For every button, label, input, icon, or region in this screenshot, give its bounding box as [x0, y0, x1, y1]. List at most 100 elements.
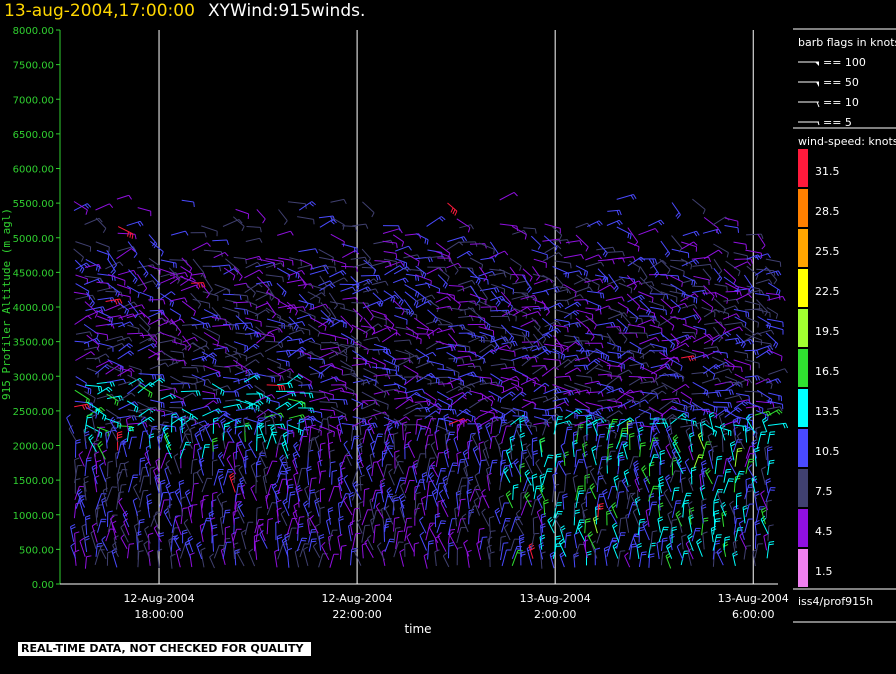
barb-feather	[535, 377, 540, 382]
barb-feather	[285, 453, 291, 458]
barb-feather	[126, 344, 132, 349]
barb-feather	[119, 298, 123, 304]
wind-barb	[266, 502, 273, 516]
barb-feather	[215, 390, 218, 396]
wind-barb	[618, 276, 635, 280]
wind-barb	[457, 350, 476, 353]
wind-barb	[244, 269, 260, 279]
barb-feather	[510, 337, 515, 343]
barb-feather	[331, 469, 338, 473]
barb-feather	[238, 465, 243, 470]
barb-feather	[237, 431, 243, 436]
barb-feather	[359, 317, 363, 323]
wind-barb	[501, 386, 516, 394]
barb-feather	[127, 351, 132, 356]
wind-barb	[442, 555, 450, 568]
barb-feather	[380, 301, 384, 307]
barb-feather	[141, 416, 146, 421]
barb-feather	[304, 502, 309, 507]
wind-barb	[158, 268, 175, 275]
barb-feather	[464, 410, 469, 414]
wind-barb	[329, 398, 347, 401]
barb-feather	[629, 417, 635, 422]
barb-feather	[709, 264, 713, 270]
barb-feather	[294, 444, 299, 449]
barb-feather	[269, 331, 275, 336]
wind-barb	[669, 342, 686, 353]
wind-barb	[712, 475, 719, 492]
barb-feather	[271, 394, 276, 399]
barb-feather	[618, 326, 622, 332]
barb-feather	[383, 523, 389, 527]
wind-barb	[661, 382, 678, 392]
barb-feather	[256, 433, 263, 436]
wind-barb	[637, 319, 652, 326]
barb-feather	[716, 548, 721, 553]
wind-barb	[213, 410, 227, 413]
wind-barb	[553, 285, 568, 289]
wind-barb	[607, 486, 613, 500]
barb-feather	[540, 523, 546, 526]
barb-feather	[87, 203, 92, 208]
wind-barb	[477, 284, 488, 299]
wind-barb	[563, 270, 580, 275]
barb-feather	[509, 335, 513, 341]
wind-barb	[338, 503, 341, 518]
barb-feather	[271, 413, 277, 418]
wind-barb	[298, 201, 313, 211]
barb-feather	[343, 496, 348, 501]
wind-barb	[541, 327, 558, 336]
barb-feather	[496, 302, 501, 307]
wind-barb	[691, 401, 706, 411]
barb-feather	[321, 292, 326, 297]
barb-feather	[244, 309, 246, 315]
wind-barb	[628, 357, 644, 366]
wind-barb	[168, 540, 173, 557]
barb-feather	[474, 484, 479, 489]
wind-barb	[606, 451, 612, 466]
barb-feather	[626, 484, 632, 488]
barb-feather	[189, 413, 192, 420]
barb-feather	[706, 420, 710, 425]
barb-feather	[99, 462, 104, 467]
wind-barb	[342, 297, 356, 300]
barb-feather	[321, 470, 327, 472]
wind-barb	[542, 274, 555, 283]
wind-barb	[490, 344, 508, 353]
wind-barb	[359, 439, 363, 453]
barb-feather	[646, 362, 650, 368]
wind-barb	[190, 428, 193, 444]
wind-barb	[468, 334, 485, 343]
wind-barb	[271, 416, 277, 433]
barb-feather	[108, 386, 113, 392]
wind-barb	[75, 375, 87, 384]
wind-barb	[233, 301, 250, 304]
wind-barb	[267, 408, 282, 417]
barb-feather	[604, 354, 608, 361]
wind-barb	[553, 239, 568, 242]
wind-barb	[149, 408, 165, 413]
wind-barb	[671, 401, 687, 407]
barb-feather	[678, 247, 683, 253]
barb-feather	[574, 302, 580, 308]
wind-barb	[576, 309, 593, 315]
wind-barb	[265, 274, 283, 278]
wind-barb	[421, 474, 426, 491]
barb-feather	[526, 306, 532, 312]
barb-feather	[284, 532, 290, 536]
barb-feather	[395, 527, 401, 529]
barb-feather	[612, 259, 615, 265]
wind-barb	[382, 228, 400, 234]
wind-barb	[299, 543, 305, 558]
barb-feather	[508, 392, 514, 397]
wind-barb	[171, 341, 187, 346]
barb-feather	[471, 432, 477, 437]
wind-barb	[125, 419, 130, 433]
barb-feather	[111, 270, 116, 276]
wind-barb	[187, 538, 194, 553]
wind-barb	[403, 252, 420, 262]
barb-feather	[149, 466, 156, 469]
barb-feather	[387, 489, 393, 494]
wind-barb	[326, 417, 330, 433]
wind-barb	[585, 277, 600, 286]
